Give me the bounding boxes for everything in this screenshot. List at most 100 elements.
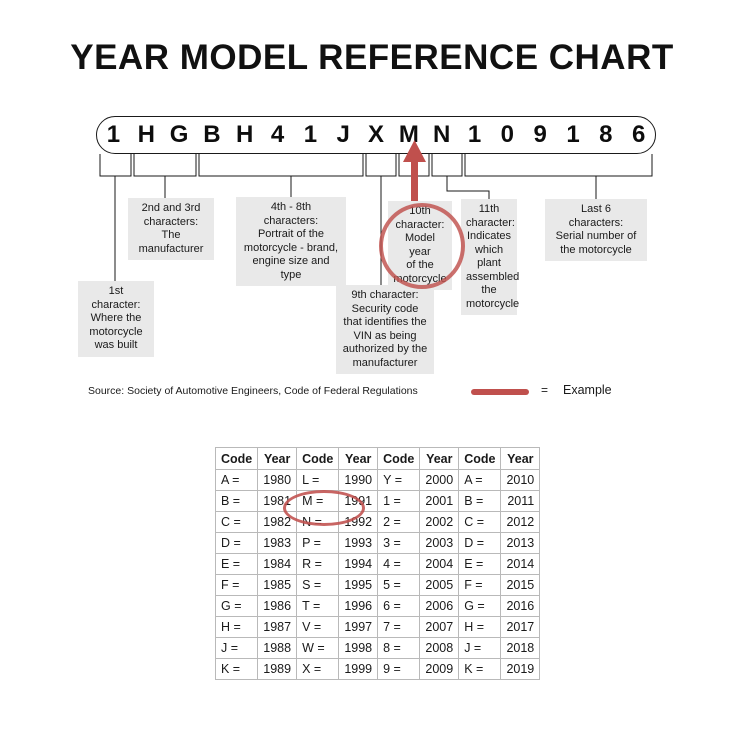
- column-header: Year: [500, 447, 541, 470]
- year-code-table: Code Year Code Year Code Year Code Year …: [214, 447, 541, 680]
- table-cell-year: 1989: [257, 658, 298, 680]
- label-line: Where the: [90, 312, 142, 324]
- label-line: character:: [91, 298, 141, 311]
- table-cell-year: 1994: [338, 553, 379, 575]
- table-cell-year: 1988: [257, 637, 298, 659]
- table-cell-code: E =: [458, 553, 502, 575]
- table-cell-year: 2013: [500, 532, 541, 554]
- table-cell-code: E =: [214, 553, 259, 575]
- label-line: characters:: [568, 216, 624, 229]
- table-cell-code: Y =: [377, 469, 421, 491]
- label-line: character:: [466, 216, 515, 229]
- vin-char: H: [137, 121, 155, 148]
- label-line: Serial number of: [555, 230, 637, 242]
- table-cell-code: K =: [214, 658, 259, 680]
- table-cell-code: W =: [296, 637, 340, 659]
- vin-char: 1: [106, 121, 121, 148]
- label-line: 4th - 8th: [270, 201, 312, 213]
- vin-char: 1: [303, 121, 318, 148]
- label-line: Last 6: [581, 203, 611, 215]
- table-cell-code: H =: [458, 616, 502, 638]
- table-cell-year: 2005: [419, 574, 460, 596]
- page-title: YEAR MODEL REFERENCE CHART: [70, 38, 674, 77]
- table-cell-code: D =: [214, 532, 259, 554]
- table-cell-code: A =: [458, 469, 502, 491]
- label-9th-character: 9th character: Security code that identi…: [336, 285, 434, 374]
- table-cell-code: F =: [458, 574, 502, 596]
- table-cell-year: 2006: [419, 595, 460, 617]
- label-line: Security code: [351, 302, 419, 315]
- table-cell-year: 2004: [419, 553, 460, 575]
- table-cell-year: 2017: [500, 616, 541, 638]
- table-cell-code: A =: [214, 469, 259, 491]
- label-line: motorcycle: [466, 297, 520, 310]
- label-line: 11th: [478, 203, 500, 215]
- table-cell-year: 1996: [338, 595, 379, 617]
- table-row: E = 1984 R = 1994 4 = 2004 E = 2014: [214, 553, 541, 575]
- label-2nd-3rd-characters: 2nd and 3rd characters: The manufacturer: [128, 198, 214, 260]
- column-header: Year: [338, 447, 379, 470]
- label-4th-8th-characters: 4th - 8th characters: Portrait of the mo…: [236, 197, 346, 286]
- table-cell-year: 2002: [419, 511, 460, 533]
- legend-example-label: Example: [563, 383, 612, 397]
- table-cell-year: 1987: [257, 616, 298, 638]
- table-cell-code: T =: [296, 595, 340, 617]
- vin-char: B: [203, 121, 221, 148]
- vin-char: 1: [566, 121, 580, 148]
- table-row: D = 1983 P = 1993 3 = 2003 D = 2013: [214, 532, 541, 554]
- label-line: engine size and type: [252, 255, 330, 281]
- label-line: VIN as being: [353, 329, 417, 342]
- label-line: Indicates: [466, 230, 512, 242]
- vin-char: 9: [533, 121, 547, 148]
- table-cell-year: 1993: [338, 532, 379, 554]
- table-cell-code: 7 =: [377, 616, 421, 638]
- table-cell-code: P =: [296, 532, 340, 554]
- vin-char: 8: [599, 121, 613, 148]
- table-cell-year: 2009: [419, 658, 460, 680]
- table-cell-year: 2019: [500, 658, 541, 680]
- table-row: A = 1980 L = 1990 Y = 2000 A = 2010: [214, 469, 541, 491]
- column-header: Year: [257, 447, 298, 470]
- table-cell-year: 2001: [419, 490, 460, 512]
- highlight-circle-m-1991: [283, 490, 365, 526]
- table-cell-year: 2007: [419, 616, 460, 638]
- label-last-6-characters: Last 6 characters: Serial number of the …: [545, 199, 647, 261]
- table-cell-year: 2016: [500, 595, 541, 617]
- legend-example-swatch: [471, 389, 529, 395]
- label-line: manufacturer: [352, 356, 418, 369]
- vin-char: X: [368, 121, 385, 148]
- column-header: Code: [296, 447, 340, 470]
- table-cell-code: 8 =: [377, 637, 421, 659]
- table-cell-code: 5 =: [377, 574, 421, 596]
- table-row: K = 1989 X = 1999 9 = 2009 K = 2019: [214, 658, 541, 680]
- table-cell-code: J =: [214, 637, 259, 659]
- table-cell-code: F =: [214, 574, 259, 596]
- table-cell-year: 1980: [257, 469, 298, 491]
- table-cell-year: 2018: [500, 637, 541, 659]
- label-line: the: [481, 284, 497, 296]
- vin-char: H: [236, 121, 254, 148]
- table-cell-code: D =: [458, 532, 502, 554]
- table-cell-year: 1983: [257, 532, 298, 554]
- table-cell-year: 1984: [257, 553, 298, 575]
- table-row: G = 1986 T = 1996 6 = 2006 G = 2016: [214, 595, 541, 617]
- table-cell-code: L =: [296, 469, 340, 491]
- label-line: Portrait of the: [257, 228, 325, 240]
- label-1st-character: 1st character: Where the motorcycle was …: [78, 281, 154, 357]
- table-cell-year: 1990: [338, 469, 379, 491]
- vin-char: M: [398, 121, 419, 148]
- table-cell-code: K =: [458, 658, 502, 680]
- table-row: F = 1985 S = 1995 5 = 2005 F = 2015: [214, 574, 541, 596]
- table-cell-code: B =: [214, 490, 259, 512]
- column-header: Code: [458, 447, 502, 470]
- label-line: authorized by the: [342, 343, 428, 355]
- table-cell-code: B =: [458, 490, 502, 512]
- label-line: motorcycle - brand,: [243, 241, 339, 254]
- vin-char: G: [169, 121, 189, 148]
- table-cell-code: 2 =: [377, 511, 421, 533]
- table-cell-code: G =: [458, 595, 502, 617]
- table-row: H = 1987 V = 1997 7 = 2007 H = 2017: [214, 616, 541, 638]
- table-cell-year: 1995: [338, 574, 379, 596]
- vin-char: J: [336, 121, 350, 148]
